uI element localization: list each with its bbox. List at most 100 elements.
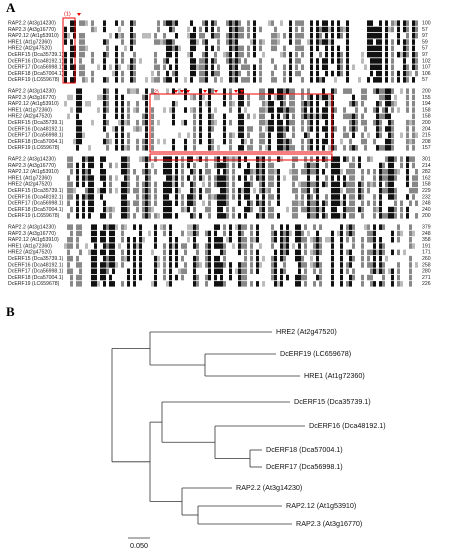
residue-shade [70,162,73,169]
residue-shade [310,58,313,64]
residue-shade [322,94,325,101]
residue-shade [316,156,319,162]
residue-shade [229,145,232,151]
residue-shade [391,237,394,243]
residue-shade [346,70,349,77]
residue-shade [226,181,229,188]
residue-shade [313,113,316,120]
residue-shade [337,187,340,194]
residue-shade [238,262,241,268]
residue-shade [217,45,220,52]
residue-shade [382,224,385,230]
leaf-label: RAP2.3 (At3g16770) [296,519,362,528]
residue-shade [226,237,229,243]
residue-shade [256,200,259,206]
residue-shade [301,45,304,52]
sequence-end: 106 [422,71,431,77]
residue-shade [208,126,211,132]
residue-shade [166,20,169,26]
residue-shade [163,20,166,26]
residue-shade [199,77,202,83]
residue-shade [193,213,196,219]
residue-shade [82,64,85,70]
residue-shade [259,262,262,268]
residue-shade [136,119,139,126]
residue-shade [130,39,133,45]
residue-shade [205,101,208,107]
residue-shade [208,187,211,194]
residue-shade [286,243,289,249]
residue-shade [271,39,274,45]
residue-shade [76,281,79,287]
residue-shade [379,70,382,77]
residue-shade [175,200,178,206]
residue-shade [157,20,160,26]
residue-shade [319,249,322,256]
residue-shade [325,33,328,39]
residue-shade [316,194,319,200]
sequence-name: DcERF15 (Dca35739.1) [8,52,64,58]
residue-shade [103,187,106,194]
residue-shade [391,162,394,169]
residue-shade [280,94,283,101]
sequence-end: 379 [422,225,431,231]
residue-shade [184,138,187,145]
residue-shade [379,237,382,243]
asterisk [240,90,244,93]
residue-shade [376,39,379,45]
residue-shade [190,77,193,83]
residue-shade [319,274,322,281]
residue-shade [133,88,136,94]
residue-shade [145,156,148,162]
residue-shade [415,181,418,188]
residue-shade [241,33,244,39]
residue-shade [256,268,259,274]
residue-shade [172,45,175,52]
residue-shade [226,206,229,213]
residue-shade [109,230,112,237]
residue-shade [103,249,106,256]
residue-shade [214,281,217,287]
residue-shade [142,206,145,213]
residue-shade [241,113,244,120]
sequence-end: 200 [422,120,431,126]
residue-shade [283,145,286,151]
residue-shade [331,262,334,268]
residue-shade [295,58,298,64]
residue-shade [415,70,418,77]
sequence-end: 158 [422,107,431,113]
residue-shade [268,162,271,169]
residue-shade [151,249,154,256]
residue-shade [406,51,409,58]
residue-shade [412,39,415,45]
residue-shade [145,169,148,175]
residue-shade [286,206,289,213]
residue-shade [79,126,82,132]
asterisk [186,90,190,93]
residue-shade [304,281,307,287]
residue-shade [208,101,211,107]
residue-shade [325,175,328,181]
leaf-label: DcERF15 (Dca35739.1) [294,397,371,406]
residue-shade [79,268,82,274]
residue-shade [373,88,376,94]
residue-shade [166,187,169,194]
residue-shade [115,70,118,77]
residue-shade [391,274,394,281]
residue-shade [91,162,94,169]
residue-shade [193,200,196,206]
residue-shade [370,64,373,70]
sequence-end: 158 [422,182,431,188]
residue-shade [202,200,205,206]
residue-shade [121,169,124,175]
residue-shade [343,156,346,162]
residue-shade [295,206,298,213]
residue-shade [379,281,382,287]
sequence-name: HRE2 (At2g47520) [8,182,52,188]
residue-shade [199,175,202,181]
residue-shade [145,187,148,194]
residue-shade [280,20,283,26]
residue-shade [277,194,280,200]
residue-shade [325,20,328,26]
residue-shade [190,107,193,113]
